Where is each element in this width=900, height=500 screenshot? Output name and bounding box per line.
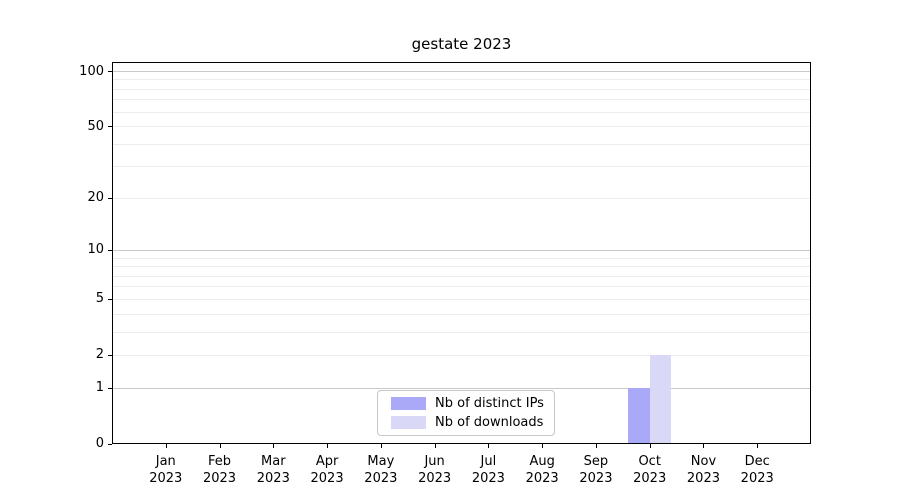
- x-tick-month: Aug: [529, 453, 555, 469]
- gridline-minor: [112, 166, 811, 168]
- x-tick-month: Apr: [315, 453, 339, 469]
- x-tick: [703, 443, 705, 448]
- x-tick-year: 2023: [633, 470, 667, 486]
- x-tick-label: Apr 2023: [300, 453, 354, 487]
- x-tick: [165, 443, 167, 448]
- x-tick: [649, 443, 651, 448]
- x-tick: [273, 443, 275, 448]
- y-tick: [108, 197, 112, 199]
- gridline-major: [112, 71, 811, 72]
- x-tick-label: Aug 2023: [515, 453, 569, 487]
- x-tick-label: Jun 2023: [408, 453, 462, 487]
- y-tick: [108, 71, 112, 72]
- y-tick: [108, 387, 112, 389]
- gridline-minor: [112, 79, 811, 81]
- x-tick-month: Oct: [638, 453, 661, 469]
- x-tick-year: 2023: [256, 470, 290, 486]
- y-tick-label: 10: [87, 242, 104, 258]
- legend-item-distinct-ips: Nb of distinct IPs: [391, 396, 544, 411]
- x-tick-month: Dec: [744, 453, 770, 469]
- x-tick: [327, 443, 329, 448]
- gridline-major: [112, 249, 811, 251]
- x-tick: [380, 443, 382, 448]
- y-tick-label: 0: [95, 436, 104, 451]
- x-tick-year: 2023: [471, 470, 505, 486]
- gridline-minor: [112, 111, 811, 113]
- gridline-minor: [112, 286, 811, 288]
- x-tick-year: 2023: [686, 470, 720, 486]
- y-tick: [108, 298, 112, 300]
- x-tick-month: Feb: [208, 453, 232, 469]
- x-tick-month: Jun: [424, 453, 445, 469]
- y-tick-label: 50: [87, 118, 104, 134]
- x-tick-year: 2023: [418, 470, 452, 486]
- gridline-minor: [112, 298, 811, 300]
- legend-label-distinct-ips: Nb of distinct IPs: [435, 396, 544, 412]
- x-tick-label: Mar 2023: [246, 453, 300, 487]
- x-tick-label: Jul 2023: [461, 453, 515, 487]
- gridline-minor: [112, 197, 811, 199]
- x-tick-label: May 2023: [354, 453, 408, 487]
- gridline-minor: [112, 126, 811, 128]
- gridline-minor: [112, 275, 811, 277]
- x-tick-month: Jan: [155, 453, 176, 469]
- x-tick-label: Sep 2023: [569, 453, 623, 487]
- x-tick-label: Jan 2023: [139, 453, 193, 487]
- bar-nb-of-distinct-ips-oct: [628, 387, 650, 444]
- y-tick-label: 20: [87, 190, 104, 206]
- chart-title: gestate 2023: [411, 35, 512, 53]
- legend-label-downloads: Nb of downloads: [435, 414, 544, 430]
- x-tick-year: 2023: [525, 470, 559, 486]
- y-tick-label: 2: [95, 347, 104, 363]
- gridline-minor: [112, 331, 811, 333]
- y-tick: [108, 249, 112, 251]
- x-tick-month: Nov: [690, 453, 717, 469]
- x-tick: [434, 443, 436, 448]
- legend-swatch-downloads: [391, 415, 426, 429]
- x-tick-month: Jul: [480, 453, 497, 469]
- y-tick: [108, 126, 112, 128]
- x-tick-year: 2023: [149, 470, 183, 486]
- x-tick: [595, 443, 597, 448]
- legend-item-downloads: Nb of downloads: [391, 415, 544, 430]
- gridline-minor: [112, 257, 811, 259]
- gridline-minor: [112, 143, 811, 145]
- x-tick-year: 2023: [202, 470, 237, 486]
- bar-nb-of-downloads-oct: [649, 354, 672, 444]
- legend-swatch-distinct-ips: [391, 397, 426, 411]
- y-tick: [108, 354, 112, 356]
- plot-border: [112, 62, 811, 444]
- gridline-minor: [112, 313, 811, 315]
- y-tick-label: 1: [95, 380, 104, 396]
- y-tick-label: 5: [95, 291, 104, 307]
- x-tick-year: 2023: [740, 470, 774, 486]
- gridline-minor: [112, 99, 811, 101]
- y-tick: [108, 443, 112, 445]
- x-tick: [542, 443, 544, 448]
- x-tick-label: Nov 2023: [676, 453, 730, 487]
- x-tick-month: Mar: [261, 453, 286, 469]
- x-tick: [757, 443, 759, 448]
- x-tick-year: 2023: [579, 470, 613, 486]
- x-tick-year: 2023: [364, 470, 398, 486]
- x-tick: [488, 443, 490, 448]
- gridline-major: [112, 387, 811, 389]
- x-tick: [219, 443, 221, 448]
- gridline-minor: [112, 354, 811, 356]
- x-tick-month: May: [367, 453, 395, 469]
- x-tick-year: 2023: [310, 470, 344, 486]
- gridline-minor: [112, 266, 811, 268]
- legend: Nb of distinct IPs Nb of downloads: [377, 390, 555, 436]
- gridline-minor: [112, 88, 811, 90]
- x-tick-label: Feb 2023: [193, 453, 247, 487]
- x-tick-label: Dec 2023: [730, 453, 784, 487]
- x-tick-label: Oct 2023: [623, 453, 677, 487]
- y-tick-label: 100: [79, 63, 104, 79]
- x-tick-month: Sep: [583, 453, 609, 469]
